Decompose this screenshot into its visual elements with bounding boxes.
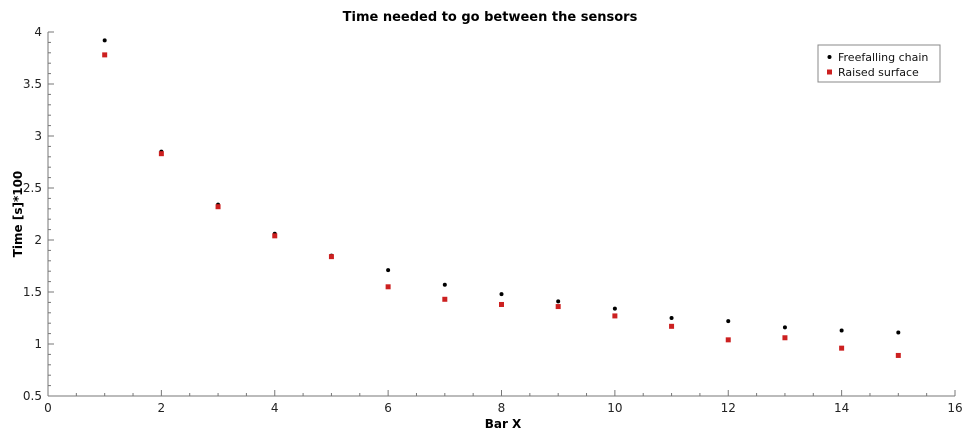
data-points [102,38,901,358]
point-freefalling-chain [442,282,447,287]
point-raised-surface [272,233,278,239]
legend-marker-square [827,69,832,75]
point-raised-surface [612,313,618,319]
point-raised-surface [669,323,675,329]
point-freefalling-chain [612,306,617,311]
x-tick-label: 2 [158,401,166,415]
y-tick-label: 3 [34,129,42,143]
axes: 0 2 4 6 8 10 12 14 16 0.5 1 1.5 2 2.5 3 3.5 4 [23,25,963,415]
point-raised-surface [442,296,448,302]
x-axis-label: Bar X [485,417,522,431]
point-freefalling-chain [726,319,731,324]
x-tick-label: 16 [947,401,962,415]
legend: Freefalling chain Raised surface [817,44,941,83]
y-tick-label: 3.5 [23,77,42,91]
legend-label: Freefalling chain [838,51,928,64]
y-tick-label: 2.5 [23,181,42,195]
point-freefalling-chain [839,328,844,333]
point-freefalling-chain [499,292,504,297]
point-raised-surface [555,304,561,310]
point-raised-surface [782,335,788,341]
legend-marker-circle [827,55,832,59]
x-tick-label: 0 [44,401,52,415]
x-tick-label: 8 [498,401,506,415]
y-tick-label: 4 [34,25,42,39]
point-freefalling-chain [782,325,787,330]
point-raised-surface [385,284,391,290]
y-tick-label: 2 [34,233,42,247]
point-raised-surface [839,345,845,351]
point-raised-surface [102,52,108,58]
y-tick-label: 1.5 [23,285,42,299]
point-raised-surface [158,151,164,157]
legend-box [817,44,941,83]
point-raised-surface [725,337,731,343]
point-raised-surface [895,352,901,358]
y-tick-label: 1 [34,337,42,351]
point-freefalling-chain [669,316,674,320]
x-tick-label: 12 [721,401,736,415]
point-freefalling-chain [896,330,901,335]
x-tick-label: 10 [607,401,622,415]
chart-title: Time needed to go between the sensors [343,10,638,25]
x-tick-label: 4 [271,401,279,415]
point-raised-surface [215,204,221,210]
point-freefalling-chain [386,268,391,273]
point-raised-surface [328,254,334,260]
x-tick-label: 14 [834,401,849,415]
y-axis-label: Time [s]*100 [11,171,25,258]
point-freefalling-chain [556,299,561,304]
x-tick-label: 6 [384,401,392,415]
y-tick-label: 0.5 [23,389,42,403]
legend-label: Raised surface [838,66,919,79]
point-raised-surface [499,301,504,307]
point-freefalling-chain [102,38,107,43]
